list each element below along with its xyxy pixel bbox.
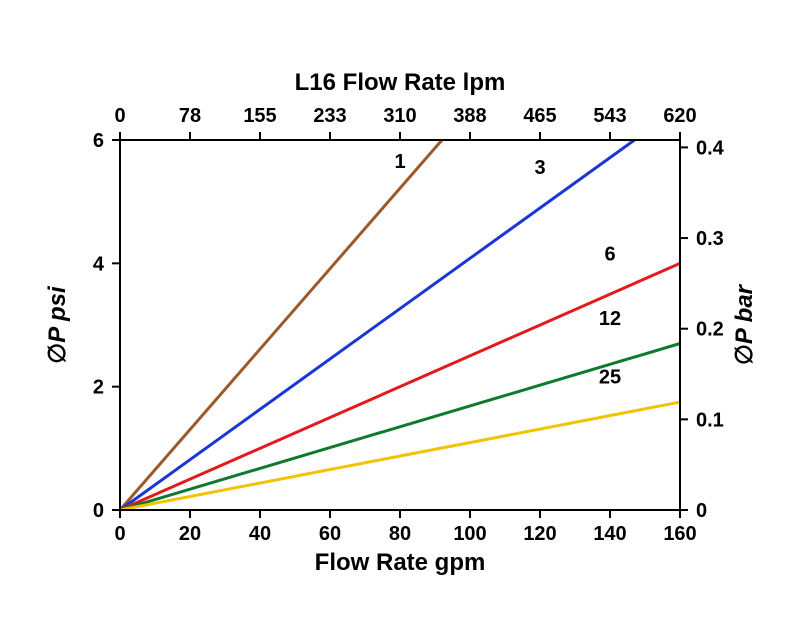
y-left-tick-label: 0 <box>93 500 104 522</box>
series-label-6: 6 <box>604 243 615 265</box>
x-bottom-tick-label: 160 <box>663 523 696 545</box>
x-top-tick-label: 0 <box>114 105 125 127</box>
series-label-3: 3 <box>534 157 545 179</box>
x-bottom-tick-label: 40 <box>249 523 271 545</box>
y-left-axis-label: ∅P psi <box>44 285 71 364</box>
x-top-tick-label: 233 <box>313 105 346 127</box>
y-right-axis-label: ∅P bar <box>731 283 758 365</box>
x-bottom-tick-label: 140 <box>593 523 626 545</box>
x-top-tick-label: 543 <box>593 105 626 127</box>
x-bottom-axis-label: Flow Rate gpm <box>315 549 486 576</box>
chart-svg: 020406080100120140160Flow Rate gpm078155… <box>0 0 794 640</box>
y-right-tick-label: 0 <box>696 500 707 522</box>
y-right-tick-label: 0.1 <box>696 409 724 431</box>
y-right-tick-label: 0.4 <box>696 137 725 159</box>
x-bottom-tick-label: 20 <box>179 523 201 545</box>
series-label-12: 12 <box>599 308 621 330</box>
chart-title-top: L16 Flow Rate lpm <box>295 69 506 96</box>
x-bottom-tick-label: 120 <box>523 523 556 545</box>
x-bottom-tick-label: 80 <box>389 523 411 545</box>
chart-container: 020406080100120140160Flow Rate gpm078155… <box>0 0 794 640</box>
x-top-tick-label: 620 <box>663 105 696 127</box>
series-label-25: 25 <box>599 367 621 389</box>
x-top-tick-label: 388 <box>453 105 486 127</box>
x-top-tick-label: 155 <box>243 105 276 127</box>
x-bottom-tick-label: 0 <box>114 523 125 545</box>
x-top-tick-label: 78 <box>179 105 201 127</box>
y-left-tick-label: 4 <box>93 253 105 275</box>
x-top-tick-label: 310 <box>383 105 416 127</box>
y-right-tick-label: 0.3 <box>696 228 724 250</box>
x-bottom-tick-label: 100 <box>453 523 486 545</box>
y-left-tick-label: 2 <box>93 377 104 399</box>
y-right-tick-label: 0.2 <box>696 319 724 341</box>
x-bottom-tick-label: 60 <box>319 523 341 545</box>
x-top-tick-label: 465 <box>523 105 556 127</box>
series-label-1: 1 <box>394 151 405 173</box>
y-left-tick-label: 6 <box>93 130 104 152</box>
